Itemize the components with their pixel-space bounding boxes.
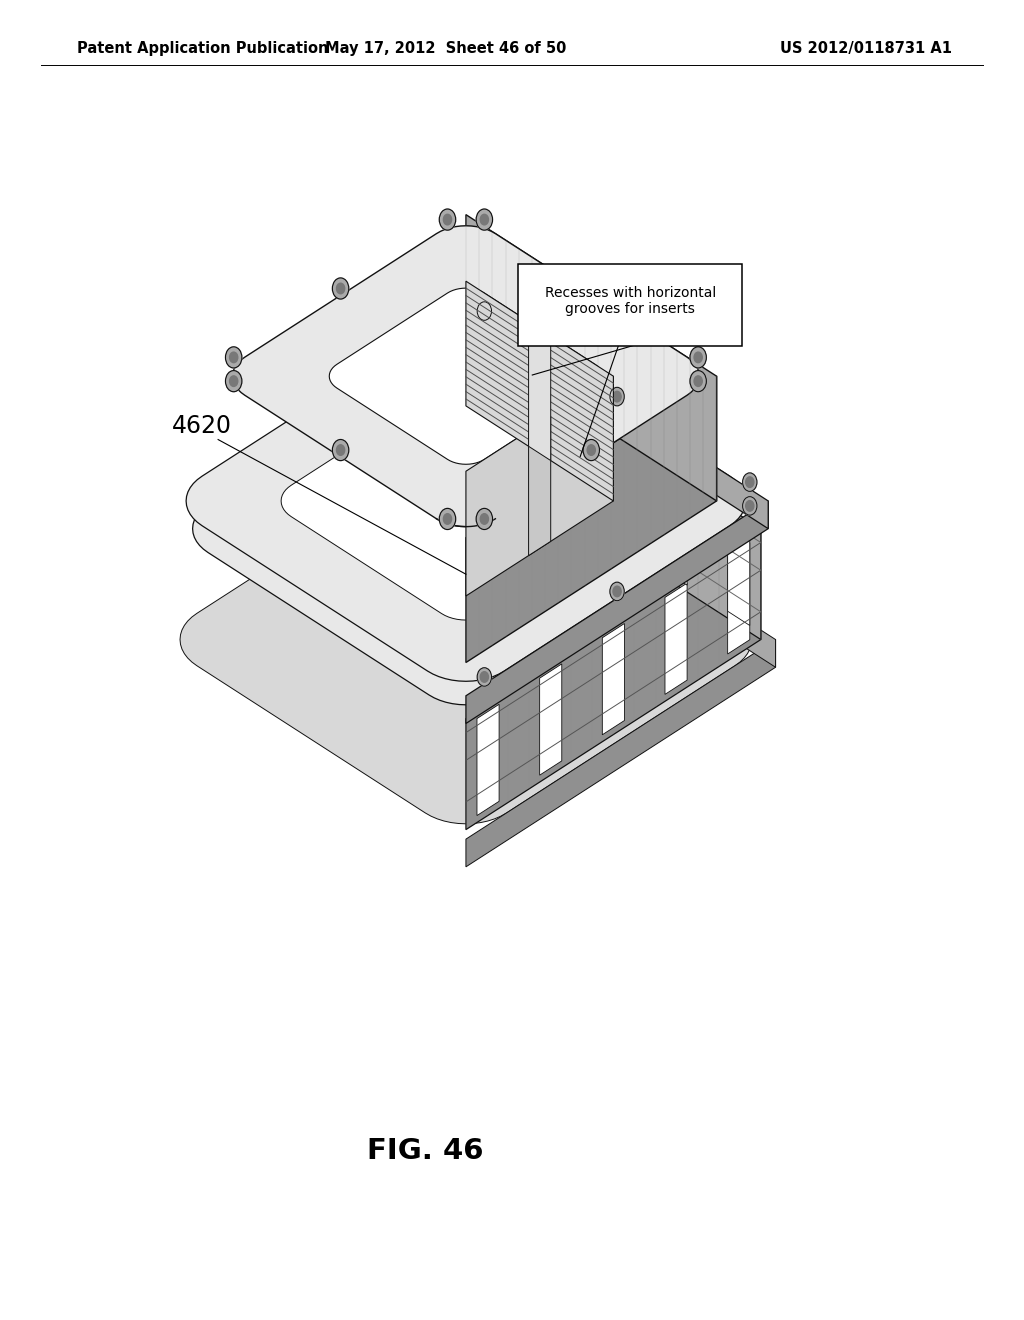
Text: Patent Application Publication: Patent Application Publication bbox=[77, 41, 329, 55]
Circle shape bbox=[587, 445, 595, 455]
Circle shape bbox=[690, 371, 707, 392]
Polygon shape bbox=[466, 215, 717, 500]
Polygon shape bbox=[282, 381, 650, 620]
Circle shape bbox=[480, 672, 488, 682]
Polygon shape bbox=[466, 376, 717, 663]
Polygon shape bbox=[665, 474, 687, 585]
Circle shape bbox=[439, 209, 456, 230]
Circle shape bbox=[476, 508, 493, 529]
Text: Recesses with horizontal
grooves for inserts: Recesses with horizontal grooves for ins… bbox=[545, 286, 716, 317]
Circle shape bbox=[225, 347, 242, 368]
Polygon shape bbox=[540, 664, 562, 775]
Text: May 17, 2012  Sheet 46 of 50: May 17, 2012 Sheet 46 of 50 bbox=[325, 41, 566, 55]
Polygon shape bbox=[466, 338, 761, 640]
Polygon shape bbox=[466, 306, 768, 528]
Circle shape bbox=[333, 279, 349, 300]
Circle shape bbox=[480, 513, 488, 524]
Polygon shape bbox=[477, 352, 499, 463]
Circle shape bbox=[477, 302, 492, 321]
Circle shape bbox=[229, 376, 238, 387]
Polygon shape bbox=[466, 640, 775, 867]
Polygon shape bbox=[186, 321, 745, 681]
Circle shape bbox=[225, 371, 242, 392]
Circle shape bbox=[443, 214, 452, 224]
Circle shape bbox=[613, 586, 622, 597]
Polygon shape bbox=[728, 543, 750, 653]
Circle shape bbox=[480, 306, 488, 317]
Circle shape bbox=[583, 279, 599, 300]
Polygon shape bbox=[728, 515, 750, 626]
Polygon shape bbox=[466, 528, 761, 830]
Polygon shape bbox=[602, 433, 625, 545]
Circle shape bbox=[337, 284, 345, 294]
Polygon shape bbox=[180, 455, 752, 824]
Circle shape bbox=[694, 376, 702, 387]
Circle shape bbox=[745, 477, 754, 487]
Circle shape bbox=[742, 473, 757, 491]
Circle shape bbox=[480, 214, 488, 224]
Circle shape bbox=[742, 496, 757, 515]
Polygon shape bbox=[477, 705, 499, 816]
Polygon shape bbox=[466, 440, 775, 668]
Polygon shape bbox=[193, 352, 739, 705]
Polygon shape bbox=[274, 405, 657, 652]
Circle shape bbox=[610, 387, 625, 405]
Circle shape bbox=[477, 668, 492, 686]
Text: FIG. 46: FIG. 46 bbox=[367, 1137, 483, 1166]
Circle shape bbox=[337, 445, 345, 455]
Polygon shape bbox=[466, 281, 613, 500]
Polygon shape bbox=[330, 288, 602, 465]
Circle shape bbox=[690, 347, 707, 368]
Circle shape bbox=[613, 391, 622, 401]
Text: 4620: 4620 bbox=[172, 414, 232, 438]
Text: US 2012/0118731 A1: US 2012/0118731 A1 bbox=[780, 41, 952, 55]
Circle shape bbox=[229, 352, 238, 363]
Polygon shape bbox=[232, 226, 699, 527]
Circle shape bbox=[610, 582, 625, 601]
Circle shape bbox=[333, 440, 349, 461]
Polygon shape bbox=[466, 376, 613, 597]
Circle shape bbox=[694, 352, 702, 363]
Polygon shape bbox=[540, 393, 562, 504]
Circle shape bbox=[745, 500, 754, 511]
Circle shape bbox=[583, 440, 599, 461]
Polygon shape bbox=[466, 500, 768, 723]
Polygon shape bbox=[528, 322, 551, 461]
Circle shape bbox=[476, 209, 493, 230]
Polygon shape bbox=[528, 417, 551, 556]
Polygon shape bbox=[665, 583, 687, 694]
Circle shape bbox=[587, 284, 595, 294]
Circle shape bbox=[443, 513, 452, 524]
Circle shape bbox=[439, 508, 456, 529]
FancyBboxPatch shape bbox=[518, 264, 742, 346]
Polygon shape bbox=[602, 623, 625, 735]
